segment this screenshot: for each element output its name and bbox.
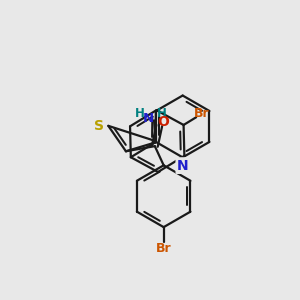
Text: H: H bbox=[158, 107, 167, 120]
Text: Br: Br bbox=[156, 242, 172, 255]
Text: N: N bbox=[177, 159, 188, 172]
Text: Br: Br bbox=[194, 107, 209, 120]
Text: S: S bbox=[94, 118, 104, 133]
Text: S: S bbox=[94, 118, 104, 133]
Text: N: N bbox=[177, 159, 188, 172]
Text: H: H bbox=[134, 107, 144, 120]
Text: N: N bbox=[143, 112, 154, 125]
Text: O: O bbox=[158, 115, 170, 129]
